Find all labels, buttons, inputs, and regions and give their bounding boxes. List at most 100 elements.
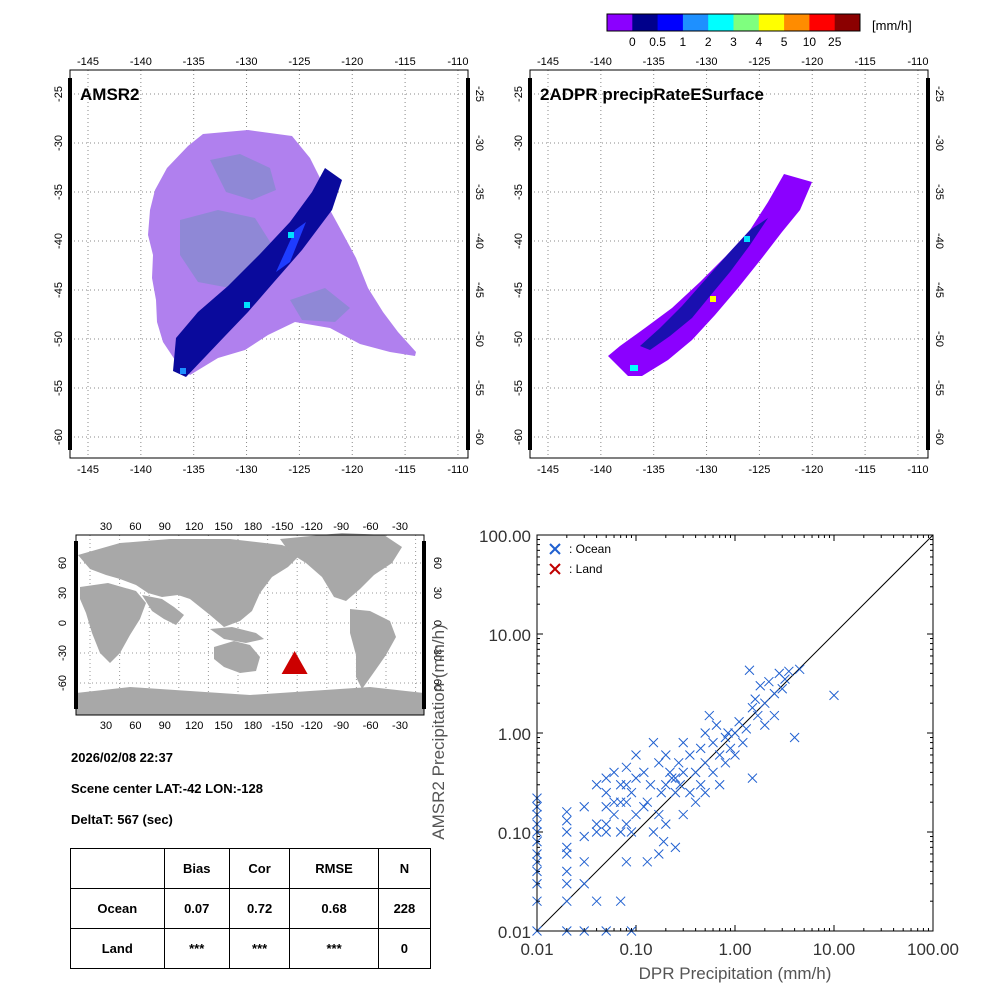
world-top-tick: 60	[129, 521, 141, 533]
world-left-tick: 0	[57, 620, 69, 626]
scatter-point	[626, 827, 637, 837]
scatter-point	[670, 787, 681, 798]
legend-label: : Land	[569, 562, 602, 576]
scatter-point	[720, 732, 731, 743]
lat-tick-label-right: -50	[473, 331, 485, 347]
africa	[80, 583, 146, 663]
maritime-asia	[210, 627, 264, 643]
stats-table: Bias Cor RMSE N Ocean 0.07 0.72 0.68 228…	[70, 848, 432, 969]
scatter-point	[579, 878, 590, 889]
lat-tick-label-left: -30	[53, 135, 65, 151]
amsr2-swath	[148, 130, 416, 377]
world-bottom-tick: 180	[244, 720, 262, 732]
lon-tick-label-top: -120	[341, 56, 363, 68]
scatter-point	[700, 728, 711, 738]
scatter-point	[601, 773, 612, 783]
world-bottom-tick: 90	[159, 720, 171, 732]
scatter-point	[685, 750, 695, 760]
y-tick-label: 10.00	[488, 626, 531, 645]
scatter-point	[700, 757, 711, 768]
scatter-point	[794, 664, 805, 675]
lat-tick-label-left: -35	[53, 184, 65, 200]
scatter-point	[759, 698, 770, 709]
world-left-tick: 60	[57, 557, 69, 569]
world-top-tick: 90	[159, 521, 171, 533]
lon-tick-label-top: -115	[394, 56, 415, 68]
scatter-point	[561, 815, 572, 826]
scatter-point	[561, 878, 572, 889]
scatter-point	[638, 801, 649, 812]
scatter-point	[561, 842, 572, 853]
colorbar-frame	[606, 13, 861, 32]
lon-tick-label-top: -140	[130, 56, 152, 68]
world-top-tick: -30	[392, 521, 408, 533]
colorbar-swatch	[784, 14, 810, 31]
scatter-point	[700, 787, 711, 798]
world-left-tick: 30	[57, 587, 69, 599]
world-locator-map: 30 60 90 120 150 180 -150 -120 -90 -60 -30 30 60 90 12…	[57, 521, 443, 732]
scatter-point	[720, 757, 731, 768]
scatter-plot: 0.010.01 0.10 0.10 1.00 1.00 10.00 10.00 100.00…	[429, 527, 959, 983]
world-top-tick: 120	[185, 521, 203, 533]
lon-tick-label-top: -125	[748, 56, 770, 68]
lon-tick-label-bottom: -125	[748, 464, 770, 476]
scatter-point	[690, 767, 701, 778]
scatter-point	[695, 779, 706, 790]
scatter-point	[730, 728, 740, 738]
scatter-point	[747, 773, 758, 783]
lat-tick-label-right: -40	[933, 233, 945, 249]
x-tick-label: 100.00	[907, 940, 959, 959]
amsr2-coincident-strip	[173, 168, 342, 377]
scatter-point	[711, 720, 722, 731]
lon-tick-label-bottom: -120	[801, 464, 823, 476]
amsr2-light-rain-patch-east	[290, 288, 350, 322]
scatter-point	[708, 767, 718, 778]
scatter-point	[653, 809, 664, 820]
stats-rmse: 0.68	[289, 888, 379, 929]
scatter-point	[673, 757, 684, 768]
scatter-point	[631, 809, 641, 820]
scatter-point	[737, 737, 748, 748]
y-tick-label: 1.00	[498, 725, 531, 744]
world-bottom-tick: -150	[271, 720, 293, 732]
scatter-point	[670, 773, 681, 783]
scatter-point	[591, 779, 602, 790]
stats-bias: 0.07	[163, 888, 230, 929]
scatter-point	[642, 797, 653, 808]
scatter-point	[730, 750, 740, 760]
amsr2-map-axes: -145 -145 -140 -140 -135 -135 -130 -130 -125 -125…	[53, 56, 485, 476]
world-bottom-tick: 60	[129, 720, 141, 732]
scatter-point	[777, 683, 788, 694]
lon-tick-label-bottom: -110	[907, 464, 928, 476]
colorbar-tick-label: 1	[680, 35, 687, 49]
lon-tick-label-bottom: -135	[183, 464, 205, 476]
lon-tick-label-bottom: -135	[643, 464, 665, 476]
colorbar-tick-label: 3	[730, 35, 737, 49]
legend-label: : Ocean	[569, 542, 611, 556]
scatter-point	[621, 779, 632, 790]
scatter-point	[678, 737, 689, 748]
lon-tick-label-top: -145	[537, 56, 559, 68]
lon-tick-label-top: -130	[696, 56, 718, 68]
dpr-map-panel: -145 -145 -140 -140 -135 -135 -130 -130 -125 -125…	[513, 56, 945, 476]
scatter-point	[784, 666, 794, 677]
legend-entry: : Ocean	[549, 542, 611, 556]
lat-tick-label-left: -60	[53, 429, 65, 445]
lat-tick-label-right: -60	[933, 429, 945, 445]
scatter-point	[690, 797, 701, 808]
lat-tick-label-right: -30	[933, 135, 945, 151]
world-bottom-tick: 30	[100, 720, 112, 732]
scatter-point	[638, 767, 649, 778]
lon-tick-label-top: -110	[447, 56, 468, 68]
lon-tick-label-bottom: -130	[236, 464, 258, 476]
scatter-point	[615, 896, 626, 907]
lat-tick-label-right: -50	[933, 331, 945, 347]
dpr-map-title: 2ADPR precipRateESurface	[540, 85, 764, 104]
scatter-point	[631, 773, 641, 783]
scatter-point	[750, 694, 761, 704]
lat-tick-label-left: -50	[53, 331, 65, 347]
stats-cor: 0.72	[228, 888, 291, 929]
scatter-point	[741, 724, 752, 734]
scatter-point	[601, 827, 612, 837]
lat-tick-label-right: -60	[473, 429, 485, 445]
